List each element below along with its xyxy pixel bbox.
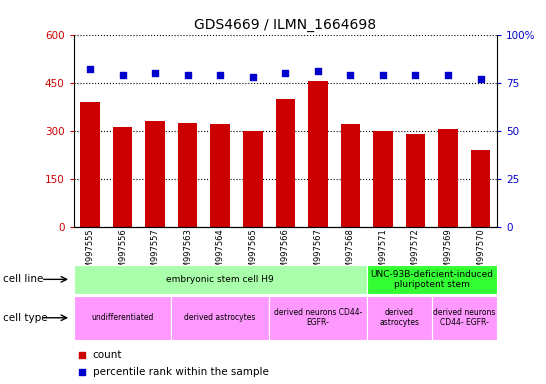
Point	[248, 74, 257, 80]
Point	[378, 72, 387, 78]
Bar	[178, 122, 198, 227]
Point	[346, 72, 355, 78]
Bar	[113, 127, 132, 227]
Point	[216, 72, 224, 78]
Text: derived
astrocytes: derived astrocytes	[379, 308, 419, 328]
Text: cell type: cell type	[3, 313, 48, 323]
Point	[151, 70, 159, 76]
Bar	[276, 99, 295, 227]
Point	[411, 72, 420, 78]
Text: derived astrocytes: derived astrocytes	[185, 313, 256, 322]
Bar	[308, 81, 328, 227]
Point	[476, 76, 485, 82]
Title: GDS4669 / ILMN_1664698: GDS4669 / ILMN_1664698	[194, 18, 376, 32]
Point	[313, 68, 322, 74]
Text: cell line: cell line	[3, 274, 43, 285]
Text: count: count	[93, 350, 122, 360]
Point	[444, 72, 453, 78]
Point	[358, 134, 366, 140]
Bar	[438, 129, 458, 227]
Bar	[171, 296, 269, 340]
Bar	[341, 124, 360, 227]
Text: derived neurons
CD44- EGFR-: derived neurons CD44- EGFR-	[433, 308, 496, 328]
Text: derived neurons CD44-
EGFR-: derived neurons CD44- EGFR-	[274, 308, 362, 328]
Bar	[367, 296, 432, 340]
Bar	[373, 131, 393, 227]
Bar	[74, 265, 367, 294]
Bar	[80, 102, 100, 227]
Text: percentile rank within the sample: percentile rank within the sample	[93, 366, 269, 377]
Point	[358, 281, 366, 287]
Text: undifferentiated: undifferentiated	[91, 313, 154, 322]
Bar	[145, 121, 165, 227]
Bar	[210, 124, 230, 227]
Bar	[269, 296, 367, 340]
Bar	[243, 131, 263, 227]
Text: UNC-93B-deficient-induced
pluripotent stem: UNC-93B-deficient-induced pluripotent st…	[370, 270, 493, 289]
Point	[183, 72, 192, 78]
Bar	[406, 134, 425, 227]
Point	[281, 70, 289, 76]
Text: embryonic stem cell H9: embryonic stem cell H9	[167, 275, 274, 284]
Bar	[432, 296, 497, 340]
Bar	[74, 296, 171, 340]
Bar	[471, 150, 490, 227]
Point	[86, 66, 94, 72]
Bar	[367, 265, 497, 294]
Point	[118, 72, 127, 78]
